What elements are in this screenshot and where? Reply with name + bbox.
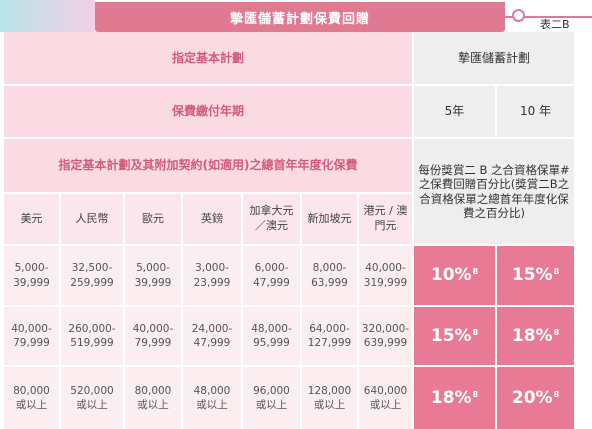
rebate-description: 每份獎賞二 B 之合資格保單#之保費回贈百分比(獎賞二B之合資格保單之總首年年度… — [414, 139, 574, 244]
rate-value: 15% — [430, 325, 472, 346]
table-cell: 48,000 或以上 — [183, 367, 241, 429]
table-cell: 640,000 或以上 — [359, 367, 412, 429]
table-cell: 32,500- 259,999 — [61, 246, 123, 305]
rate-value: 18% — [511, 325, 553, 346]
table-cell: 3,000- 23,999 — [183, 246, 241, 305]
term-5-header: 5年 — [414, 86, 495, 137]
premium-rebate-table: 指定基本計劃 摯匯儲蓄計劃 保費繳付年期 5年 10 年 指定基本計劃及其附加契… — [4, 32, 592, 429]
table-cell: 80,000 或以上 — [125, 367, 181, 429]
table-cell: 40,000- 319,999 — [359, 246, 412, 305]
table-cell: 24,000- 47,999 — [183, 307, 241, 365]
footnote-mark: 8 — [553, 327, 560, 337]
rebate-rate-5yr: 15% 8 — [414, 307, 495, 365]
table-label: 表二B — [540, 18, 570, 31]
table-cell: 128,000 或以上 — [302, 367, 357, 429]
table-cell: 40,000- 79,999 — [125, 307, 181, 365]
table-cell: 80,000 或以上 — [4, 367, 59, 429]
term-10-header: 10 年 — [497, 86, 574, 137]
rebate-rate-10yr: 20% 8 — [497, 367, 574, 429]
table-banner: 摯匯儲蓄計劃保費回贈 — [95, 2, 505, 32]
annualized-premium-header: 指定基本計劃及其附加契約(如適用)之總首年年度化保費 — [4, 139, 412, 192]
footnote-mark: 8 — [472, 327, 479, 337]
circle-icon — [512, 9, 525, 22]
rebate-rate-10yr: 18% 8 — [497, 307, 574, 365]
footnote-mark: 8 — [472, 267, 479, 277]
currency-header-sgd: 新加坡元 — [302, 194, 357, 244]
currency-header-rmb: 人民幣 — [61, 194, 123, 244]
footnote-mark: 8 — [472, 389, 479, 399]
footnote-mark: 8 — [553, 389, 560, 399]
currency-header-cad-aud: 加拿大元／澳元 — [243, 194, 300, 244]
table-cell: 96,000 或以上 — [243, 367, 300, 429]
banner-title: 摯匯儲蓄計劃保費回贈 — [229, 11, 370, 27]
table-cell: 320,000- 639,999 — [359, 307, 412, 365]
table-cell: 48,000- 95,999 — [243, 307, 300, 365]
plan-name-header: 摯匯儲蓄計劃 — [414, 32, 574, 84]
table-cell: 5,000- 39,999 — [125, 246, 181, 305]
footnote-mark: 8 — [553, 267, 560, 277]
premium-payment-term-header: 保費繳付年期 — [4, 86, 412, 137]
rebate-rate-10yr: 15% 8 — [497, 246, 574, 305]
rate-value: 18% — [430, 387, 472, 408]
rate-value: 10% — [430, 265, 472, 286]
table-cell: 520,000 或以上 — [61, 367, 123, 429]
rate-value: 15% — [511, 265, 553, 286]
currency-header-usd: 美元 — [4, 194, 59, 244]
table-cell: 40,000- 79,999 — [4, 307, 59, 365]
rebate-rate-5yr: 18% 8 — [414, 367, 495, 429]
table-cell: 5,000- 39,999 — [4, 246, 59, 305]
designated-basic-plan-header: 指定基本計劃 — [4, 32, 412, 84]
rebate-rate-5yr: 10% 8 — [414, 246, 495, 305]
currency-header-eur: 歐元 — [125, 194, 181, 244]
table-cell: 260,000- 519,999 — [61, 307, 123, 365]
table-cell: 8,000- 63,999 — [302, 246, 357, 305]
rate-value: 20% — [511, 387, 553, 408]
currency-label: 加拿大元／澳元 — [249, 204, 294, 232]
currency-header-hkd-mop: 港元 / 澳門元 — [359, 194, 412, 244]
currency-label: 港元 / 澳門元 — [363, 204, 408, 232]
table-cell: 6,000- 47,999 — [243, 246, 300, 305]
decorative-gradient — [0, 0, 95, 32]
banner-divider — [505, 16, 592, 18]
table-cell: 64,000- 127,999 — [302, 307, 357, 365]
currency-header-gbp: 英鎊 — [183, 194, 241, 244]
